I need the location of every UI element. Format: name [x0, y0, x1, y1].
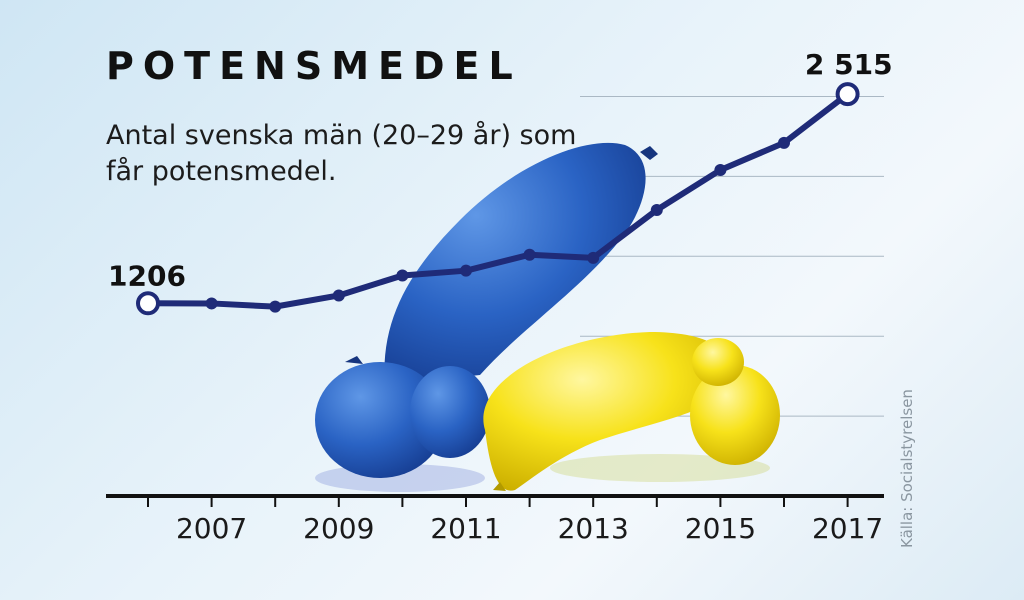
highlight-point	[136, 291, 160, 316]
data-point	[714, 164, 727, 177]
balloons-icon	[315, 142, 780, 492]
source-note: Källa: Socialstyrelsen	[898, 389, 916, 548]
data-label: 1206	[108, 259, 186, 292]
data-point	[269, 300, 282, 313]
data-point	[650, 203, 663, 216]
x-tick-label: 2007	[176, 512, 247, 545]
data-points	[136, 82, 860, 316]
highlight-point	[835, 82, 860, 107]
data-point	[523, 248, 536, 261]
x-axis-ticks: 2007 2009 2011 2013 2015 2017	[147, 496, 883, 545]
x-tick-label: 2017	[812, 512, 883, 545]
chart-subtitle: Antal svenska män (20–29 år) som får pot…	[106, 120, 577, 187]
data-point	[587, 251, 600, 264]
x-tick-label: 2011	[430, 512, 501, 545]
data-point	[205, 297, 218, 310]
series-line	[147, 91, 850, 310]
data-point	[778, 136, 790, 149]
x-tick-label: 2015	[685, 512, 756, 545]
data-point	[332, 289, 345, 302]
data-point	[460, 264, 472, 277]
data-labels: 1206 2 515	[108, 48, 893, 292]
chart-title: POTENSMEDEL	[106, 44, 522, 88]
x-tick-label: 2013	[558, 512, 629, 545]
data-label: 2 515	[805, 48, 893, 81]
data-point	[396, 269, 409, 282]
x-tick-label: 2009	[303, 512, 374, 545]
